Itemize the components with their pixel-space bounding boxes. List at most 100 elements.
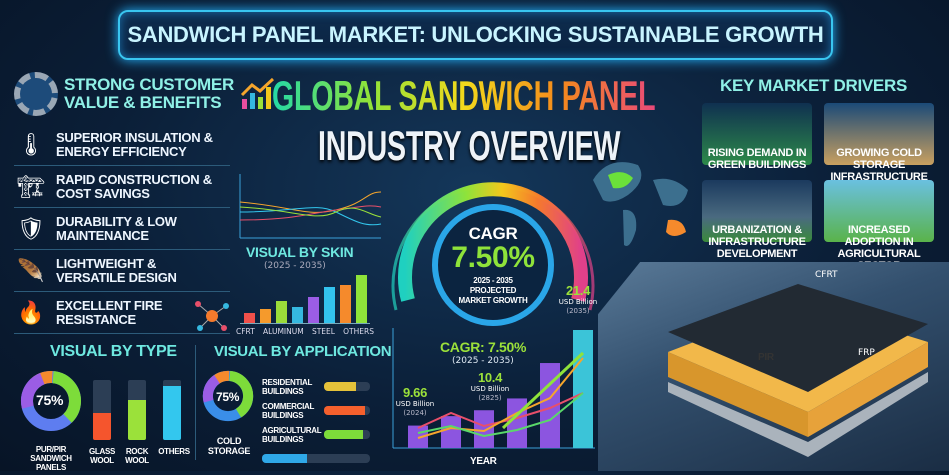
growth-cagr-label: CAGR: 7.50% (440, 339, 527, 355)
shield-clock-icon: 🛡 (17, 216, 45, 242)
annotation-unit: USD Billion (395, 400, 435, 408)
skin-bar (340, 284, 351, 323)
benefit-item: 🏗 RAPID CONSTRUCTION & COST SAVINGS (14, 170, 230, 208)
type-title: VISUAL BY TYPE (50, 343, 177, 360)
annotation-unit: USD Billion (470, 385, 510, 393)
application-label: AGRICULTURAL BUILDINGS (262, 426, 322, 444)
fire-shield-icon: 🔥 (17, 300, 45, 326)
benefit-item: 🔥 EXCELLENT FIRE RESISTANCE (14, 296, 230, 334)
panel-label-frp: FRP (858, 348, 875, 358)
gauge-value: 7.50% (451, 241, 535, 274)
cagr-gauge (391, 182, 595, 326)
panel-illustration (598, 262, 949, 471)
application-title: VISUAL BY APPLICATION (214, 343, 392, 360)
trend-chart-icon (240, 77, 274, 109)
hero-subtitle: INDUSTRY OVERVIEW (318, 122, 621, 169)
benefit-item: 🛡 DURABILITY & LOW MAINTENANCE (14, 212, 230, 250)
growth-line (417, 357, 584, 439)
benefit-label: SUPERIOR INSULATION & ENERGY EFFICIENCY (56, 130, 213, 159)
type-bar-fill (128, 399, 146, 440)
gear-chart-icon (14, 72, 58, 116)
driver-illustration (824, 180, 934, 242)
driver-label: RISING DEMAND IN GREEN BUILDINGS (707, 147, 807, 171)
application-bar-fill (324, 430, 364, 439)
skin-bar (292, 307, 303, 323)
type-donut-value: 75% (36, 392, 64, 408)
hero-title: GLOBAL SANDWICH PANEL (272, 72, 656, 119)
type-bar (128, 380, 146, 440)
gauge-caption: PROJECTED MARKET GROWTH (458, 286, 528, 305)
benefit-label: LIGHTWEIGHT & VERSATILE DESIGN (56, 256, 177, 285)
application-bar-fill (262, 454, 308, 463)
growth-bar (474, 410, 494, 448)
feather-icon: 🪶 (17, 258, 45, 284)
type-bar-fill (163, 386, 181, 440)
application-label: RESIDENTIAL BUILDINGS (262, 378, 312, 396)
driver-illustration (702, 103, 812, 165)
growth-line (417, 392, 584, 438)
benefit-label: RAPID CONSTRUCTION & COST SAVINGS (56, 172, 212, 201)
application-bar-fill (324, 406, 366, 415)
annotation-value: 21.4 (565, 283, 591, 298)
application-donut (202, 370, 254, 422)
type-bar-fill (93, 413, 111, 440)
type-donut (20, 371, 81, 431)
skin-title: VISUAL BY SKIN (246, 244, 354, 260)
skin-label: OTHERS (343, 327, 374, 336)
drivers-title: KEY MARKET DRIVERS (720, 76, 907, 95)
title-banner: SANDWICH PANEL MARKET: UNLOCKING SUSTAIN… (118, 10, 833, 60)
growth-bar (441, 416, 461, 448)
skin-bar (244, 313, 255, 323)
annotation-value: 10.4 (477, 370, 503, 385)
growth-chart (392, 328, 595, 449)
type-label: PUR/PIR SANDWICH PANELS (30, 445, 72, 472)
benefit-item: 🌡 SUPERIOR INSULATION & ENERGY EFFICIENCY (14, 128, 230, 166)
skin-label: ALUMINUM (263, 327, 304, 336)
world-map-graphic (593, 162, 688, 246)
gauge-label: CAGR (468, 224, 518, 243)
application-donut-value: 75% (216, 390, 240, 404)
skin-bar (324, 287, 335, 323)
application-bar (324, 406, 370, 415)
growth-bar (573, 330, 593, 448)
type-label: GLASS WOOL (88, 447, 116, 465)
skin-period: (2025 - 2035) (264, 261, 326, 271)
driver-illustration (824, 103, 934, 165)
application-bar (324, 430, 370, 439)
skin-bar (308, 296, 319, 323)
skin-label: CFRT (236, 327, 255, 336)
driver-label: URBANIZATION & INFRASTRUCTURE DEVELOPMEN… (708, 224, 806, 260)
application-bar (262, 454, 370, 463)
panel-label-cfrt: CFRT (815, 270, 838, 280)
gauge-period: 2025 - 2035 (473, 276, 513, 285)
banner-title: SANDWICH PANEL MARKET: UNLOCKING SUSTAIN… (127, 22, 824, 47)
type-bar (163, 380, 181, 440)
growth-cagr-period: (2025 - 2035) (452, 356, 514, 366)
application-bar (324, 382, 370, 391)
type-label: OTHERS (158, 447, 190, 456)
annotation-year: (2024) (403, 409, 427, 417)
growth-bar (540, 363, 560, 448)
growth-arrow (501, 351, 585, 430)
application-label: COMMERCIAL BUILDINGS (262, 402, 314, 420)
growth-annotation: 21.4 USD Billion (2035) (556, 284, 600, 316)
benefits-heading: STRONG CUSTOMER VALUE & BENEFITS (64, 75, 234, 112)
growth-xlabel: YEAR (470, 456, 497, 467)
type-bar (93, 380, 111, 440)
thermometer-leaf-icon: 🌡 (17, 132, 45, 158)
benefits-header: STRONG CUSTOMER VALUE & BENEFITS (14, 72, 274, 116)
application-donut-label: COLD STORAGE (207, 436, 251, 456)
driver-illustration (702, 180, 812, 242)
annotation-year: (2825) (478, 394, 502, 402)
type-section: VISUAL BY TYPE 75% PUR/PIR SANDWICH PANE… (0, 340, 195, 472)
benefit-label: DURABILITY & LOW MAINTENANCE (56, 214, 177, 243)
skin-bar (276, 301, 287, 323)
annotation-unit: USD Billion (558, 298, 598, 306)
growth-annotation: 10.4 USD Billion (2825) (468, 371, 512, 403)
gauge-center: CAGR 7.50% 2025 - 2035 PROJECTED MARKET … (433, 224, 553, 306)
benefit-item: 🪶 LIGHTWEIGHT & VERSATILE DESIGN (14, 254, 230, 292)
panel-label-pir: PIR (758, 352, 774, 363)
benefit-label: EXCELLENT FIRE RESISTANCE (56, 298, 163, 327)
type-label: ROCK WOOL (125, 447, 149, 465)
crane-money-icon: 🏗 (17, 174, 45, 200)
